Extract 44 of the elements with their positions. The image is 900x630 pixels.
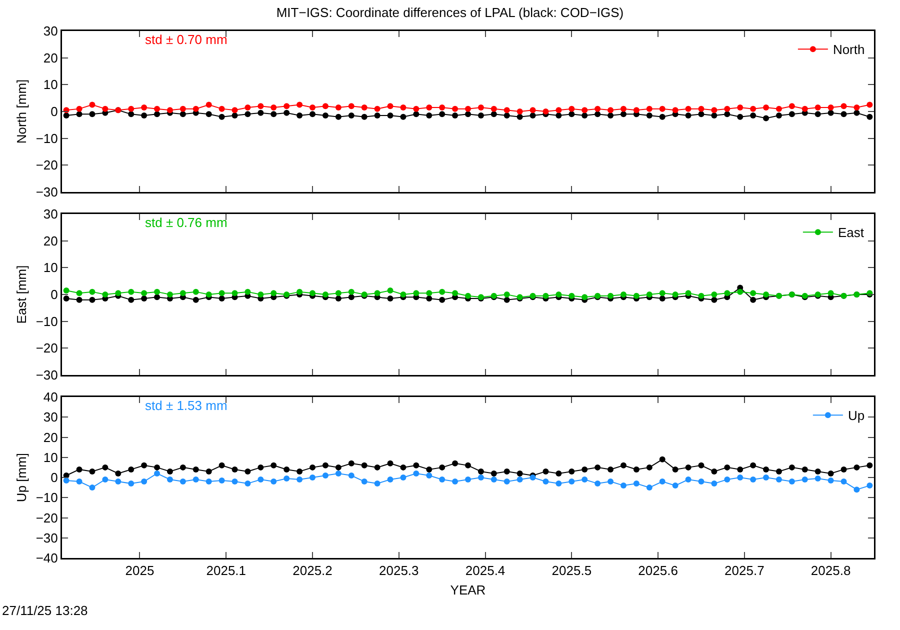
y-tick-label: 20 — [43, 233, 58, 248]
y-tick-label: 10 — [43, 450, 58, 465]
y-tick-label: 20 — [43, 430, 58, 445]
y-tick-label: −40 — [36, 550, 58, 566]
text: 27/11/25 13:28 — [2, 603, 88, 618]
x-tick-label: 2025.6 — [638, 563, 678, 578]
annotation: std ± 0.70 mm — [145, 32, 228, 47]
x-tick-label: 2025.8 — [810, 563, 851, 578]
y-tick-label: −30 — [36, 368, 58, 383]
y-tick-label: 40 — [43, 390, 58, 405]
y-tick-label: −30 — [36, 184, 58, 200]
y-tick-label: −10 — [36, 490, 58, 506]
y-tick-label: 0 — [50, 287, 58, 302]
x-tick-label: 2025.2 — [292, 563, 332, 578]
y-axis-title: Up [mm] — [14, 452, 30, 502]
y-tick-label: 30 — [43, 24, 58, 39]
y-tick-label: 0 — [50, 104, 58, 120]
x-tick-label: 2025.1 — [206, 563, 246, 578]
y-tick-label: −20 — [36, 158, 58, 173]
y-tick-label: −10 — [36, 314, 58, 329]
y-axis-title: North [mm] — [14, 79, 30, 144]
y-tick-label: −20 — [36, 340, 58, 356]
chart-title: MIT−IGS: Coordinate differences of LPAL (black: COD−IGS) — [276, 5, 624, 20]
x-tick-label: 2025.5 — [552, 563, 592, 578]
y-axis-title: East [mm] — [14, 265, 30, 324]
annotation: std ± 1.53 mm — [145, 398, 228, 413]
legend-label: East — [838, 225, 864, 240]
y-tick-label: 10 — [43, 260, 58, 276]
y-tick-label: 20 — [43, 50, 58, 66]
y-tick-label: −20 — [36, 510, 58, 526]
y-tick-label: 10 — [43, 77, 58, 92]
y-tick-label: 30 — [43, 410, 58, 425]
y-tick-label: −10 — [36, 130, 58, 146]
x-tick-label: 2025 — [125, 563, 154, 578]
y-tick-label: 30 — [43, 206, 58, 222]
legend-label: Up — [848, 408, 865, 424]
annotation: std ± 0.76 mm — [145, 215, 228, 230]
legend-label: North — [832, 42, 865, 58]
x-axis-title: YEAR — [450, 582, 486, 598]
y-tick-label: 0 — [50, 470, 58, 486]
x-tick-label: 2025.7 — [724, 563, 764, 578]
x-tick-label: 2025.3 — [379, 563, 419, 578]
y-tick-label: −30 — [36, 530, 58, 546]
x-tick-label: 2025.4 — [465, 563, 506, 578]
